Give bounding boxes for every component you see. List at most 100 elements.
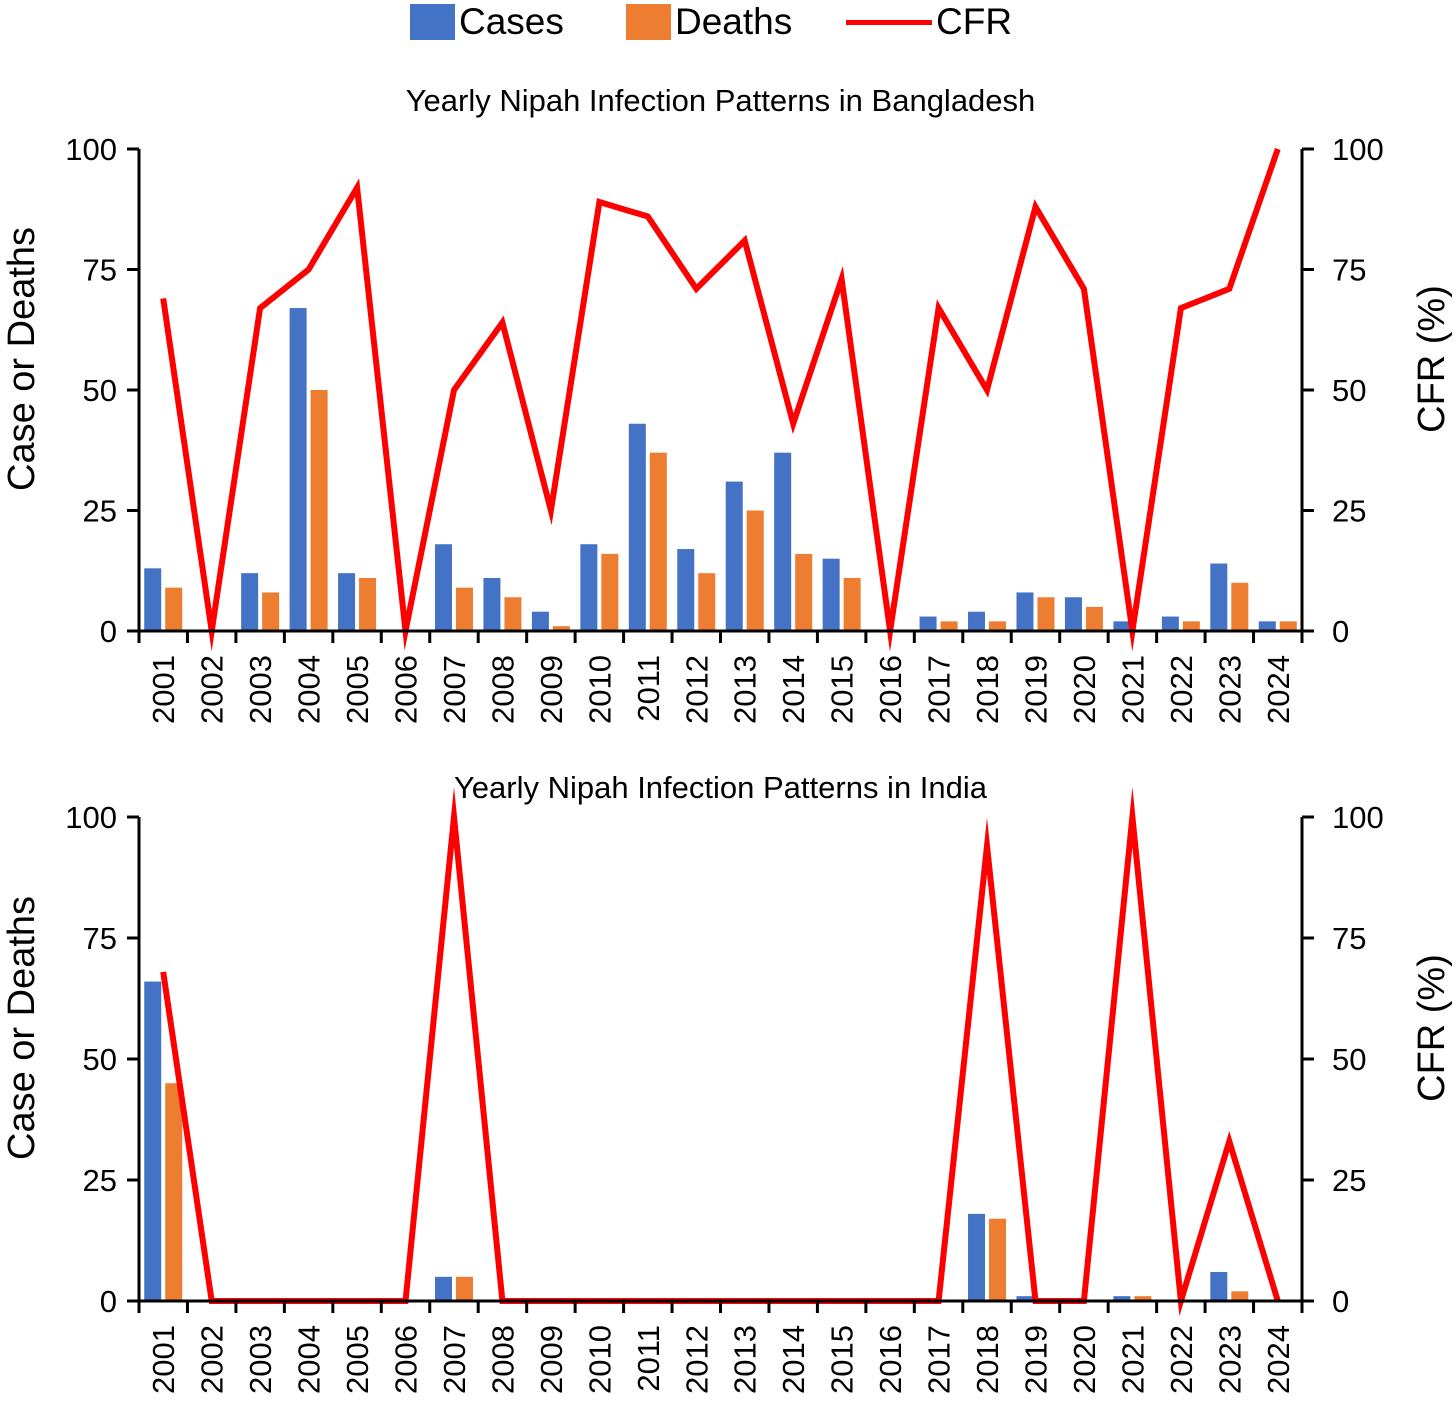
bangladesh-bar-cases-2007 — [434, 544, 452, 631]
legend-item-cases: Cases — [410, 2, 564, 42]
bangladesh-ytick-label-left-0: 0 — [100, 614, 117, 649]
india-bar-cases-2007 — [434, 1276, 452, 1301]
bangladesh-line-cfr — [160, 148, 1281, 653]
bangladesh-bar-cases-2021 — [1113, 621, 1131, 631]
bangladesh-bar-deaths-2018 — [989, 621, 1007, 631]
bangladesh-bar-cases-2020 — [1064, 597, 1082, 631]
bangladesh-xtick-label-2019: 2019 — [1019, 655, 1054, 724]
bangladesh-bar-deaths-2009 — [552, 626, 570, 631]
bangladesh-xtick-label-2023: 2023 — [1212, 655, 1247, 724]
bangladesh-xtick-label-2014: 2014 — [776, 655, 811, 724]
india-xtick-label-2008: 2008 — [485, 1325, 520, 1394]
india-xtick-label-2009: 2009 — [534, 1325, 569, 1394]
bangladesh-bar-deaths-2020 — [1085, 606, 1103, 631]
bangladesh-bar-deaths-2003 — [262, 592, 280, 631]
india-xtick-label-2010: 2010 — [582, 1325, 617, 1394]
bangladesh-bar-cases-2014 — [774, 452, 792, 631]
bangladesh-bar-cases-2003 — [241, 573, 259, 631]
bangladesh-xtick-label-2008: 2008 — [485, 655, 520, 724]
bangladesh-bar-cases-2019 — [1016, 592, 1034, 631]
india-xtick-label-2014: 2014 — [776, 1325, 811, 1394]
bangladesh-ytick-label-left-75: 75 — [83, 253, 117, 288]
india-xtick-label-2011: 2011 — [631, 1325, 666, 1392]
india-ytick-label-right-50: 50 — [1332, 1042, 1366, 1077]
chart-bangladesh: Yearly Nipah Infection Patterns in Bangl… — [1, 83, 1453, 724]
bangladesh-xtick-label-2007: 2007 — [437, 655, 472, 724]
india-xtick-label-2013: 2013 — [728, 1325, 763, 1394]
bangladesh-ytick-label-right-25: 25 — [1332, 494, 1366, 529]
bangladesh-ytick-label-left-50: 50 — [83, 373, 117, 408]
bangladesh-chart-title: Yearly Nipah Infection Patterns in Bangl… — [406, 83, 1036, 118]
india-bar-deaths-2007 — [455, 1276, 473, 1301]
india-bar-cases-2001 — [144, 981, 162, 1301]
india-xtick-label-2002: 2002 — [195, 1325, 230, 1394]
bangladesh-xtick-label-2002: 2002 — [195, 655, 230, 724]
bangladesh-bar-deaths-2010 — [601, 553, 619, 631]
bangladesh-bar-deaths-2013 — [746, 510, 764, 631]
bangladesh-bar-deaths-2014 — [795, 553, 813, 631]
bangladesh-bar-deaths-2012 — [698, 573, 716, 631]
india-xtick-label-2012: 2012 — [679, 1325, 714, 1394]
bangladesh-ytick-label-left-100: 100 — [65, 132, 117, 167]
india-xtick-label-2018: 2018 — [970, 1325, 1005, 1394]
legend-label-deaths: Deaths — [675, 1, 793, 42]
bangladesh-bar-deaths-2019 — [1037, 597, 1055, 631]
bangladesh-xtick-label-2001: 2001 — [146, 655, 181, 724]
bangladesh-bar-cases-2010 — [580, 544, 598, 631]
india-xtick-label-2001: 2001 — [146, 1325, 181, 1394]
india-ytick-label-right-0: 0 — [1332, 1284, 1349, 1319]
bangladesh-xtick-label-2005: 2005 — [340, 655, 375, 724]
india-line-cfr — [160, 786, 1281, 1317]
bangladesh-xtick-label-2009: 2009 — [534, 655, 569, 724]
legend-swatch-deaths — [626, 4, 671, 40]
india-bar-deaths-2001 — [165, 1083, 183, 1301]
india-y2-axis-title: CFR (%) — [1411, 954, 1453, 1102]
bangladesh-bar-cases-2017 — [919, 616, 937, 631]
bangladesh-ytick-label-right-0: 0 — [1332, 614, 1349, 649]
india-ytick-label-right-25: 25 — [1332, 1163, 1366, 1198]
india-ytick-label-right-75: 75 — [1332, 921, 1366, 956]
india-ytick-label-left-0: 0 — [100, 1284, 117, 1319]
bangladesh-bar-cases-2011 — [628, 423, 646, 631]
bangladesh-xtick-label-2003: 2003 — [243, 655, 278, 724]
india-bar-cases-2023 — [1210, 1271, 1228, 1301]
bangladesh-xtick-label-2017: 2017 — [922, 655, 957, 724]
india-xtick-label-2016: 2016 — [873, 1325, 908, 1394]
bangladesh-xtick-label-2022: 2022 — [1164, 655, 1199, 724]
bangladesh-xtick-label-2016: 2016 — [873, 655, 908, 724]
india-xtick-label-2015: 2015 — [825, 1325, 860, 1394]
india-chart-title: Yearly Nipah Infection Patterns in India — [454, 770, 988, 805]
india-xtick-label-2017: 2017 — [922, 1325, 957, 1394]
india-ytick-label-right-100: 100 — [1332, 800, 1384, 835]
chart-legend: Cases Deaths CFR — [0, 0, 1456, 46]
bangladesh-xtick-label-2004: 2004 — [292, 655, 327, 724]
bangladesh-bar-cases-2005 — [338, 573, 356, 631]
india-ytick-label-left-75: 75 — [83, 921, 117, 956]
chart-india: Yearly Nipah Infection Patterns in India… — [1, 770, 1453, 1394]
india-xtick-label-2021: 2021 — [1115, 1325, 1150, 1394]
bangladesh-xtick-label-2024: 2024 — [1261, 655, 1296, 724]
bangladesh-bar-cases-2018 — [968, 611, 986, 631]
bangladesh-xtick-label-2020: 2020 — [1067, 655, 1102, 724]
legend-label-cfr: CFR — [936, 1, 1013, 42]
india-ytick-label-left-25: 25 — [83, 1163, 117, 1198]
bangladesh-bar-cases-2009 — [531, 611, 549, 631]
bangladesh-xtick-label-2010: 2010 — [582, 655, 617, 724]
bangladesh-bar-cases-2023 — [1210, 563, 1228, 631]
bangladesh-bar-deaths-2008 — [504, 597, 522, 631]
bangladesh-ytick-label-right-100: 100 — [1332, 132, 1384, 167]
bangladesh-xtick-label-2018: 2018 — [970, 655, 1005, 724]
bangladesh-bar-cases-2022 — [1161, 616, 1179, 631]
bangladesh-ytick-label-right-75: 75 — [1332, 253, 1366, 288]
india-xtick-label-2020: 2020 — [1067, 1325, 1102, 1394]
india-bar-deaths-2023 — [1231, 1291, 1249, 1301]
india-ytick-label-left-50: 50 — [83, 1042, 117, 1077]
bangladesh-bar-deaths-2017 — [940, 621, 958, 631]
bangladesh-bar-cases-2001 — [144, 568, 162, 631]
india-bar-cases-2019 — [1016, 1296, 1034, 1301]
bangladesh-xtick-label-2013: 2013 — [728, 655, 763, 724]
india-bar-cases-2021 — [1113, 1296, 1131, 1301]
bangladesh-bar-cases-2024 — [1258, 621, 1276, 631]
bangladesh-xtick-label-2021: 2021 — [1115, 655, 1150, 724]
bangladesh-ytick-label-right-50: 50 — [1332, 373, 1366, 408]
